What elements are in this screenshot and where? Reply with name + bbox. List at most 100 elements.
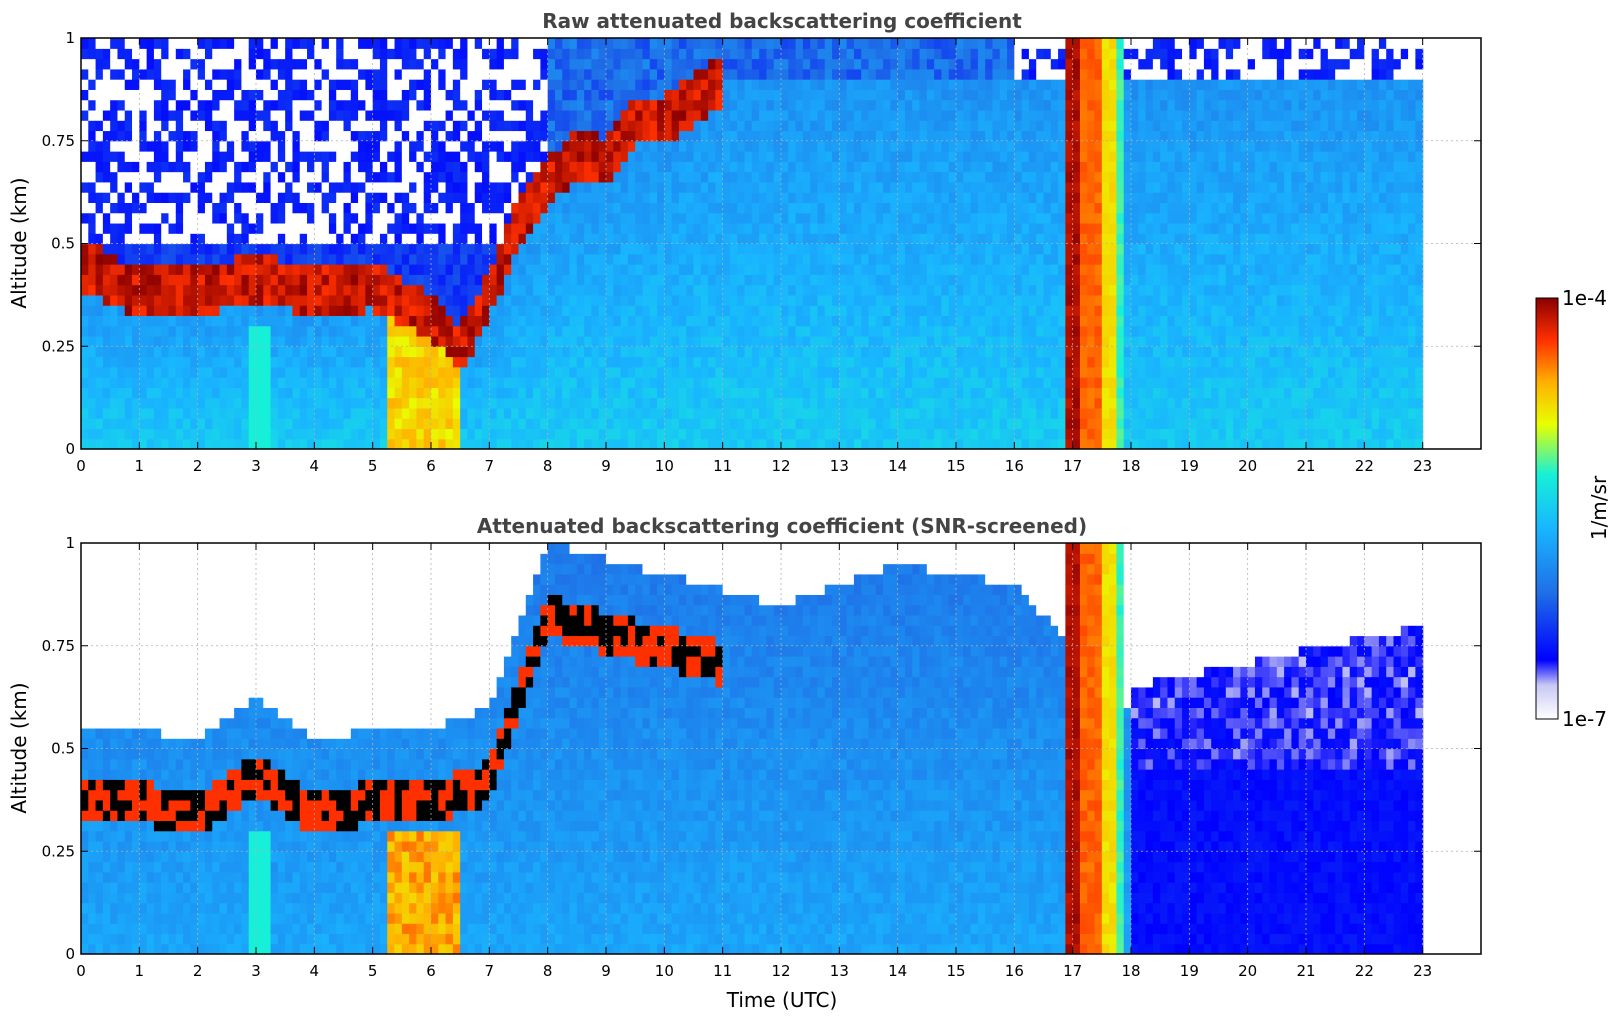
heatmap-cell — [824, 222, 833, 234]
heatmap-cell — [445, 48, 454, 60]
heatmap-cell — [912, 325, 921, 337]
heatmap-cell — [496, 264, 505, 275]
heatmap-cell — [788, 274, 797, 286]
heatmap-cell — [117, 58, 126, 70]
heatmap-cell — [482, 89, 490, 101]
heatmap-cell — [431, 130, 439, 142]
heatmap-cell — [358, 387, 366, 399]
heatmap-cell — [751, 192, 760, 203]
heatmap-cell — [861, 151, 870, 162]
heatmap-cell — [781, 346, 789, 358]
heatmap-cell — [139, 161, 148, 173]
heatmap-cell — [241, 315, 250, 327]
heatmap-cell — [569, 346, 578, 358]
heatmap-cell — [525, 366, 534, 378]
heatmap-cell — [657, 48, 665, 60]
heatmap-cell — [657, 377, 665, 388]
heatmap-cell — [671, 222, 680, 234]
heatmap-cell — [832, 233, 840, 245]
heatmap-cell — [489, 109, 498, 121]
heatmap-cell — [328, 140, 337, 152]
heatmap-cell — [248, 356, 257, 368]
heatmap-cell — [985, 212, 994, 224]
heatmap-cell — [248, 377, 257, 388]
heatmap-cell — [139, 222, 148, 234]
heatmap-cell — [846, 68, 855, 80]
heatmap-cell — [117, 243, 126, 255]
heatmap-cell — [657, 346, 665, 358]
heatmap-cell — [438, 428, 447, 440]
heatmap-cell — [700, 68, 709, 80]
heatmap-cell — [649, 140, 658, 152]
heatmap-cell — [773, 325, 782, 337]
heatmap-cell — [270, 387, 279, 399]
heatmap-cell — [832, 130, 840, 142]
heatmap-cell — [897, 438, 906, 449]
heatmap-cell — [372, 222, 381, 234]
heatmap-cell — [431, 305, 439, 317]
heatmap-cell — [350, 171, 359, 183]
heatmap-cell — [183, 48, 191, 60]
heatmap-cell — [423, 346, 432, 358]
heatmap-cell — [175, 130, 184, 142]
heatmap-cell — [234, 181, 243, 193]
heatmap-cell — [438, 233, 447, 245]
heatmap-cell — [547, 294, 556, 306]
heatmap-cell — [387, 151, 396, 162]
heatmap-cell — [212, 130, 221, 142]
heatmap-cell — [919, 68, 928, 80]
heatmap-cell — [664, 366, 673, 378]
heatmap-cell — [802, 387, 811, 399]
heatmap-cell — [810, 109, 819, 121]
heatmap-cell — [832, 202, 840, 214]
heatmap-cell — [256, 356, 264, 368]
heatmap-cell — [554, 356, 563, 368]
heatmap-cell — [219, 212, 228, 224]
heatmap-cell — [474, 58, 483, 70]
heatmap-cell — [868, 140, 877, 152]
heatmap-cell — [350, 335, 359, 347]
heatmap-cell — [263, 171, 272, 183]
heatmap-cell — [904, 120, 913, 132]
heatmap-cell — [802, 171, 811, 183]
heatmap-cell — [671, 140, 680, 152]
heatmap-cell — [824, 38, 833, 49]
heatmap-cell — [613, 366, 622, 378]
heatmap-cell — [226, 377, 235, 388]
heatmap-cell — [299, 140, 308, 152]
heatmap-cell — [657, 161, 665, 173]
heatmap-cell — [649, 397, 658, 409]
heatmap-cell — [285, 305, 294, 317]
heatmap-cell — [890, 130, 899, 142]
heatmap-cell — [781, 264, 789, 275]
heatmap-cell — [861, 79, 870, 90]
heatmap-cell — [81, 387, 89, 399]
heatmap-cell — [183, 151, 191, 162]
heatmap-cell — [460, 397, 469, 409]
heatmap-cell — [511, 68, 520, 80]
heatmap-cell — [292, 109, 301, 121]
heatmap-cell — [664, 192, 673, 203]
heatmap-cell — [226, 438, 235, 449]
heatmap-cell — [737, 315, 746, 327]
heatmap-cell — [722, 161, 731, 173]
heatmap-cell — [693, 222, 702, 234]
heatmap-cell — [678, 38, 687, 49]
heatmap-cell — [445, 38, 454, 49]
heatmap-cell — [839, 222, 848, 234]
heatmap-cell — [620, 428, 629, 440]
heatmap-cell — [467, 305, 476, 317]
heatmap-cell — [540, 151, 549, 162]
heatmap-cell — [591, 274, 600, 286]
heatmap-cell — [365, 192, 374, 203]
heatmap-cell — [620, 99, 629, 111]
heatmap-cell — [263, 335, 272, 347]
heatmap-cell — [234, 68, 243, 80]
heatmap-cell — [132, 366, 140, 378]
heatmap-cell — [175, 438, 184, 449]
heatmap-cell — [759, 48, 768, 60]
heatmap-cell — [307, 274, 315, 286]
heatmap-cell — [977, 140, 986, 152]
heatmap-cell — [890, 397, 899, 409]
heatmap-cell — [518, 253, 527, 265]
